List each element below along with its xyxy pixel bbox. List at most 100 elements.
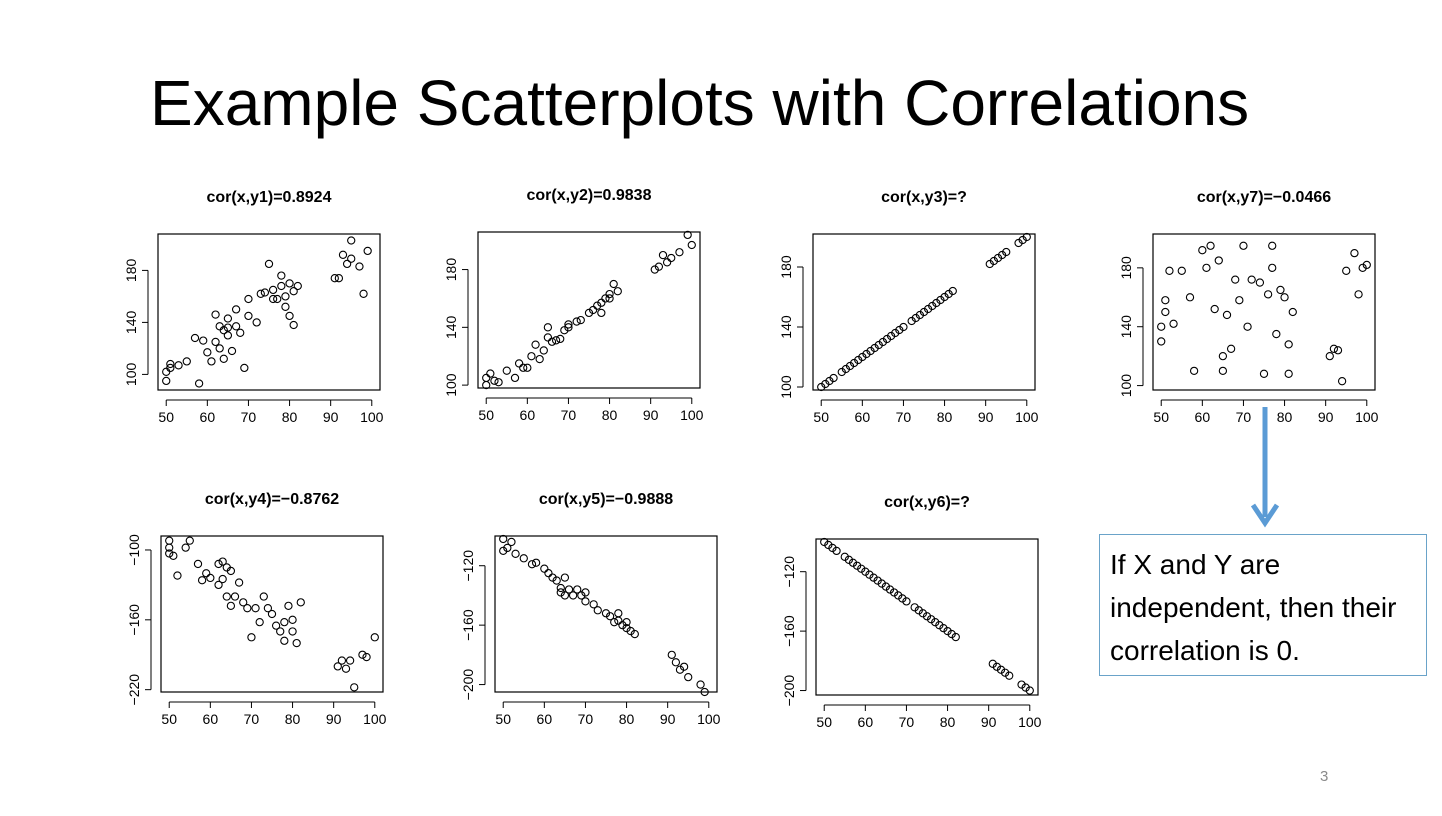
data-point <box>911 313 920 323</box>
data-point <box>1288 307 1297 317</box>
data-point <box>358 650 367 659</box>
data-point <box>514 359 524 368</box>
data-point <box>654 262 664 271</box>
x-tick-label: 70 <box>241 409 257 425</box>
data-point <box>679 662 689 671</box>
note-text: If X and Y are independent, then their c… <box>1110 549 1397 666</box>
plot-frame <box>494 535 718 693</box>
y-tick-label: 140 <box>778 315 794 339</box>
data-point <box>231 322 241 331</box>
x-tick-label: 70 <box>896 409 912 425</box>
data-point <box>576 315 585 325</box>
x-tick-label: 60 <box>858 714 874 730</box>
x-tick-label: 100 <box>1015 409 1039 425</box>
x-tick-label: 60 <box>203 711 219 727</box>
data-point <box>1214 256 1223 265</box>
data-point <box>1337 377 1347 386</box>
data-point <box>939 623 948 633</box>
data-point <box>502 366 511 375</box>
data-point <box>519 554 528 563</box>
data-point <box>556 334 565 344</box>
data-point <box>1354 290 1363 299</box>
data-point <box>190 333 200 343</box>
data-point <box>588 305 598 315</box>
data-point <box>675 248 684 257</box>
data-point <box>832 546 841 556</box>
y-tick-label: −200 <box>460 669 476 701</box>
arrow-head <box>1250 503 1280 528</box>
data-point <box>551 336 561 345</box>
data-point <box>581 597 590 606</box>
data-point <box>997 250 1007 260</box>
data-point <box>350 683 359 692</box>
data-point <box>218 574 227 584</box>
data-point <box>211 337 220 347</box>
data-point <box>499 534 508 544</box>
data-point <box>510 373 520 383</box>
data-point <box>935 621 944 630</box>
data-point <box>1206 241 1215 250</box>
data-point <box>226 566 236 576</box>
data-point <box>334 274 344 283</box>
data-point <box>824 540 833 550</box>
data-point <box>193 559 203 569</box>
data-point <box>219 326 228 335</box>
data-point <box>915 310 925 320</box>
data-point <box>878 337 888 347</box>
data-point <box>162 367 171 376</box>
data-point <box>531 340 540 349</box>
data-point <box>1255 278 1265 287</box>
data-point <box>610 618 619 627</box>
x-tick-label: 60 <box>855 409 871 425</box>
data-point <box>671 658 681 667</box>
data-point <box>886 331 896 341</box>
y-tick-label: 100 <box>123 363 139 387</box>
data-point <box>556 583 565 593</box>
data-point <box>605 294 614 303</box>
data-point <box>1157 322 1166 331</box>
data-point <box>874 340 883 350</box>
data-point <box>1243 322 1252 331</box>
data-point <box>1268 263 1277 272</box>
data-point <box>1239 241 1248 250</box>
data-point <box>848 558 858 567</box>
data-point <box>271 621 281 630</box>
data-point <box>370 633 379 642</box>
data-point <box>347 236 356 245</box>
plot-svg: cor(x,y3)=? 50 60 70 80 90 100 100 140 180 <box>778 189 1039 425</box>
x-tick-label: 80 <box>937 409 953 425</box>
data-point <box>494 378 503 387</box>
y-tick-label: −120 <box>460 550 476 582</box>
data-point <box>482 373 491 383</box>
data-point <box>338 250 348 259</box>
data-point <box>276 627 285 636</box>
data-point <box>337 656 347 665</box>
data-point <box>359 289 368 298</box>
data-point <box>849 358 859 368</box>
data-point <box>841 364 851 374</box>
data-point <box>589 600 598 609</box>
data-point <box>889 588 899 597</box>
data-point <box>342 259 352 269</box>
data-point <box>1000 668 1010 677</box>
data-point <box>169 551 178 560</box>
data-point <box>296 598 305 607</box>
data-point <box>845 361 855 371</box>
data-point <box>1226 344 1236 353</box>
data-point <box>240 363 249 373</box>
data-point <box>202 569 211 578</box>
data-point <box>914 606 923 615</box>
plot-title: cor(x,y2)=0.9838 <box>527 187 652 204</box>
data-point <box>535 354 544 364</box>
plot-frame <box>160 535 384 693</box>
plot-frame <box>477 231 701 389</box>
data-point <box>223 314 233 323</box>
data-point <box>992 662 1002 671</box>
data-point <box>333 662 342 671</box>
data-point <box>932 298 941 308</box>
data-point <box>861 567 870 576</box>
data-point <box>885 585 895 594</box>
data-point <box>829 373 838 383</box>
data-point <box>687 240 696 250</box>
data-point <box>284 601 293 611</box>
